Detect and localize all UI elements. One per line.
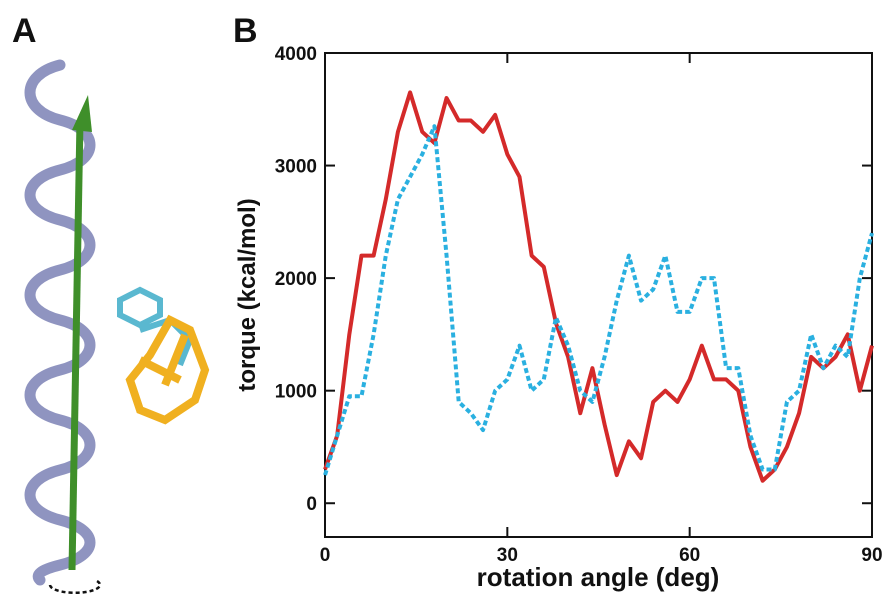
plot-frame (324, 52, 873, 538)
y-tick-label: 1000 (275, 382, 317, 403)
panel-label: B (233, 12, 258, 50)
y-tick-label: 3000 (275, 157, 317, 178)
peptide (125, 314, 210, 425)
helix (24, 59, 96, 586)
arrow-head (72, 95, 92, 132)
y-tick-label: 0 (306, 494, 317, 515)
x-tick-label: 30 (497, 545, 518, 566)
panel-label: A (12, 12, 37, 50)
ligand (117, 286, 194, 367)
rotation-arrow (48, 578, 102, 595)
y-tick-label: 4000 (275, 44, 317, 65)
x-tick-label: 0 (320, 545, 331, 566)
series-line (323, 124, 874, 476)
axis-arrow (68, 119, 84, 571)
x-axis-label: rotation angle (deg) (477, 562, 720, 592)
x-tick-label: 90 (861, 545, 882, 566)
y-tick-label: 2000 (275, 269, 317, 290)
series-line (323, 90, 874, 483)
molecule-illustration: A (12, 12, 210, 595)
y-axis-label: torque (kcal/mol) (234, 198, 261, 391)
x-tick-label: 60 (679, 545, 700, 566)
